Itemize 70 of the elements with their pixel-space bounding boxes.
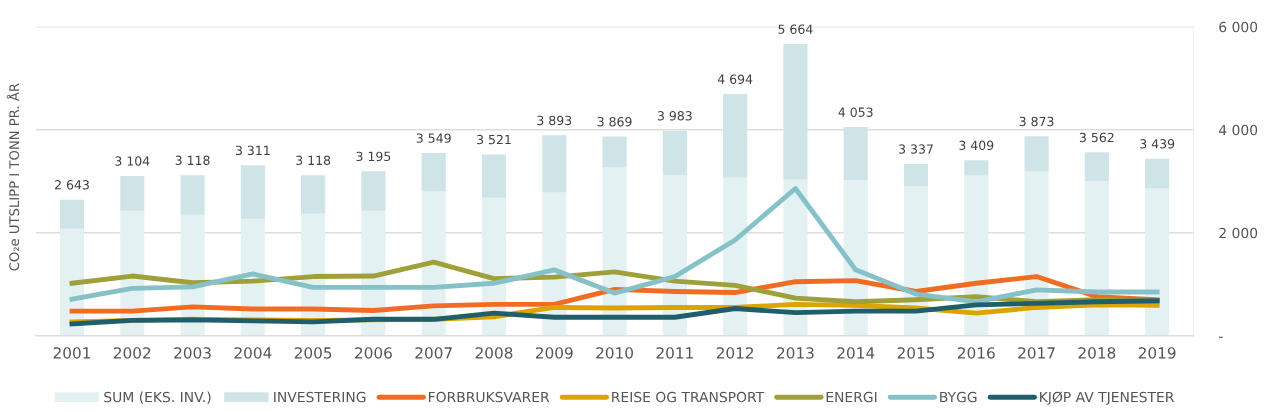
total-label: 3 893 — [537, 115, 572, 126]
total-label: 3 409 — [959, 140, 994, 151]
bar — [903, 163, 929, 186]
legend-label: ENERGI — [826, 391, 877, 403]
total-label: 3 104 — [115, 156, 150, 166]
bar — [964, 160, 989, 176]
bar — [1084, 152, 1109, 182]
total-label: 5 664 — [778, 24, 813, 34]
bar — [361, 171, 386, 211]
bar — [662, 130, 687, 176]
x-tick-label: 2010 — [596, 347, 633, 359]
bar — [542, 135, 567, 193]
x-tick-label: 2005 — [294, 347, 332, 359]
x-tick-label: 2003 — [174, 347, 211, 359]
x-tick-label: 2018 — [1078, 347, 1116, 359]
legend-label: REISE OG TRANSPORT — [612, 391, 765, 403]
bar — [59, 199, 85, 229]
x-tick-label: 2015 — [897, 347, 935, 359]
x-tick-label: 2013 — [777, 347, 814, 359]
y-tick-label: 6 000 — [1219, 21, 1258, 33]
total-label: 4 694 — [717, 74, 753, 84]
total-label: 3 311 — [235, 145, 270, 156]
total-label: 3 521 — [477, 134, 511, 145]
bar — [1145, 188, 1170, 336]
bar — [421, 153, 446, 192]
total-label: 3 195 — [356, 151, 391, 162]
legend-label: SUM (EKS. INV.) — [104, 391, 211, 404]
total-label: 3 439 — [1140, 139, 1175, 149]
total-label: 3 118 — [175, 155, 210, 166]
bar — [120, 175, 145, 211]
x-tick-label: 2006 — [355, 347, 392, 359]
total-label: 3 549 — [416, 133, 451, 143]
total-label: 2 643 — [55, 180, 89, 190]
bar — [301, 175, 326, 214]
total-label: 3 118 — [296, 155, 331, 166]
bar — [783, 44, 808, 180]
legend-label: KJØP AV TJENESTER — [1040, 391, 1175, 405]
x-tick-label: 2016 — [957, 347, 995, 359]
x-tick-label: 2002 — [113, 347, 151, 359]
x-tick-label: 2009 — [535, 347, 573, 359]
x-tick-label: 2001 — [53, 347, 91, 359]
x-tick-label: 2014 — [837, 347, 875, 359]
legend-label: BYGG — [940, 391, 977, 403]
x-tick-label: 2007 — [415, 347, 452, 359]
x-tick-label: 2008 — [475, 347, 513, 359]
total-label: 4 053 — [838, 107, 873, 117]
y-tick-label: 4 000 — [1218, 124, 1258, 136]
bar — [602, 136, 627, 168]
bar — [240, 165, 265, 219]
bar — [180, 175, 205, 215]
y-axis-title: CO₂e UTSLIPP I TONN PR. ÅR — [6, 83, 20, 271]
bar — [481, 154, 507, 198]
y-tick-label: - — [1218, 336, 1223, 338]
x-tick-label: 2017 — [1018, 347, 1055, 359]
bar — [1145, 158, 1170, 189]
bar — [1024, 136, 1049, 172]
bar — [723, 94, 748, 178]
total-label: 3 983 — [657, 111, 692, 121]
y-tick-label: 2 000 — [1219, 227, 1258, 239]
x-tick-label: 2019 — [1138, 347, 1176, 359]
total-label: 3 562 — [1079, 132, 1114, 143]
total-label: 3 337 — [899, 144, 933, 154]
legend-label: FORBRUKSVARER — [429, 391, 550, 403]
total-label: 3 869 — [597, 116, 632, 127]
x-tick-label: 2012 — [716, 347, 754, 359]
legend-label: INVESTERING — [274, 391, 366, 403]
x-tick-label: 2004 — [234, 347, 272, 359]
total-label: 3 873 — [1019, 116, 1054, 127]
x-tick-label: 2011 — [656, 347, 693, 359]
bar — [843, 127, 868, 181]
